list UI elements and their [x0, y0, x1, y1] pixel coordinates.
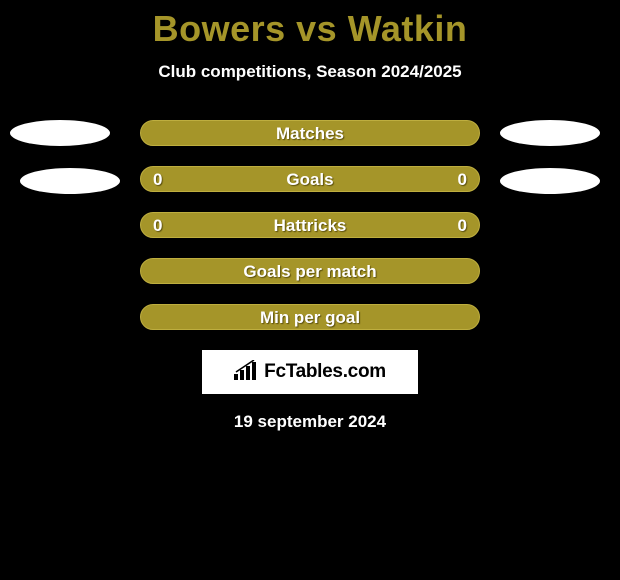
left-value-ellipse: [10, 120, 110, 146]
stats-container: MatchesGoals00Hattricks00Goals per match…: [0, 120, 620, 332]
stat-value-right: 0: [458, 170, 467, 190]
stat-row: Hattricks0 0: [0, 212, 620, 240]
stat-label: Goals: [141, 170, 479, 190]
right-value-ellipse: [500, 120, 600, 146]
stat-label: Goals per match: [141, 262, 479, 282]
stat-row: Matches: [0, 120, 620, 148]
logo-text: FcTables.com: [264, 361, 386, 383]
stat-bar: Goals0 0: [140, 166, 480, 192]
stat-row: Goals per match: [0, 258, 620, 286]
stat-label: Hattricks: [141, 216, 479, 236]
stat-bar: Goals per match: [140, 258, 480, 284]
stat-bar: Min per goal: [140, 304, 480, 330]
page-title: Bowers vs Watkin: [0, 0, 620, 50]
date-line: 19 september 2024: [0, 412, 620, 432]
stat-row: Goals0 0: [0, 166, 620, 194]
stat-value-right: 0: [458, 216, 467, 236]
stat-row: Min per goal: [0, 304, 620, 332]
subtitle: Club competitions, Season 2024/2025: [0, 62, 620, 82]
right-value-ellipse: [500, 168, 600, 194]
stat-bar: Matches: [140, 120, 480, 146]
stat-label: Min per goal: [141, 308, 479, 328]
stat-value-left: 0: [153, 170, 162, 190]
logo-box: FcTables.com: [202, 350, 418, 394]
logo-bars-icon: [234, 360, 260, 385]
stat-label: Matches: [141, 124, 479, 144]
left-value-ellipse: [20, 168, 120, 194]
stat-value-left: 0: [153, 216, 162, 236]
stat-bar: Hattricks0 0: [140, 212, 480, 238]
